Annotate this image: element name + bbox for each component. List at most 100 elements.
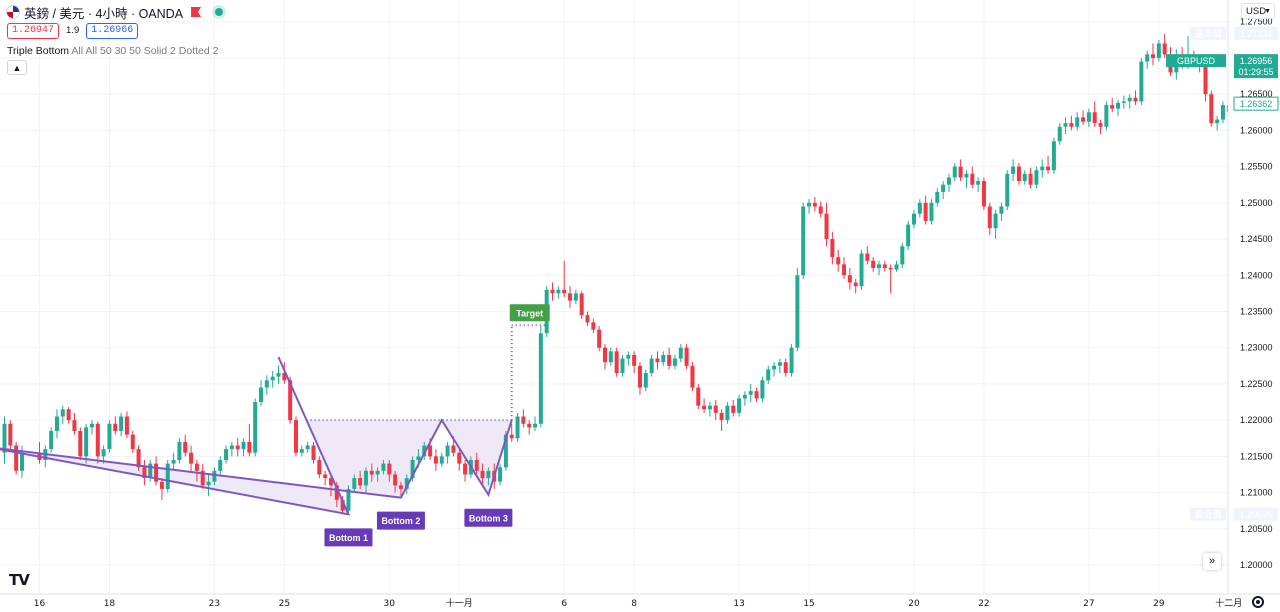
candle-body (224, 449, 229, 460)
candle-body (241, 441, 246, 450)
tradingview-logo-icon[interactable]: TV (9, 571, 30, 589)
prev-close-tag-value-box (1233, 96, 1279, 111)
candle-body (1005, 173, 1010, 207)
candle-body (72, 420, 77, 432)
candle-body (171, 459, 176, 464)
time-tick-label: 15 (803, 599, 814, 609)
candle-body (1121, 101, 1126, 103)
time-tick-label: 十一月 (446, 597, 473, 609)
candle-body (1046, 166, 1051, 171)
prev-close-tag[interactable]: 1.26362 (1233, 96, 1279, 111)
candle-body (14, 445, 19, 471)
pattern-zigzag (0, 356, 513, 516)
lowest-price-tag-label-box (1190, 507, 1226, 521)
lowest-price-tag[interactable]: 最低價 1.20695 (1190, 507, 1278, 521)
spread-value: 1.9 (66, 25, 80, 36)
price-tick-label: 1.23500 (1240, 306, 1273, 316)
candle-body (999, 206, 1004, 214)
time-axis[interactable]: 1618232530十一月68131520222729十二月5 (0, 593, 1280, 612)
candle-body (824, 213, 829, 240)
price-tick-label: 1.25000 (1240, 198, 1273, 208)
candle-body (917, 202, 922, 214)
candle-body (124, 416, 129, 435)
candle-body (678, 347, 683, 359)
time-tick-label: 18 (104, 599, 116, 609)
candle-body (608, 351, 613, 363)
candle-body (474, 459, 479, 471)
candle-body (882, 264, 887, 269)
candle-body (690, 365, 695, 388)
bottom-label-box (376, 511, 425, 530)
candle-body (54, 416, 59, 432)
candle-body (538, 333, 543, 424)
candle-body (294, 420, 298, 453)
candle-body (713, 405, 718, 413)
time-tick-label: 20 (908, 599, 920, 609)
candle-body (847, 275, 852, 283)
symbol-header[interactable]: 英鎊 / 美元 · 4小時 · OANDA (6, 4, 224, 21)
candle-body (159, 481, 164, 489)
candle-body (480, 470, 485, 479)
candle-body (742, 394, 747, 399)
candle-body (1162, 43, 1167, 55)
target-label: Target (509, 304, 550, 322)
candle-body (643, 373, 648, 388)
prev-close-tag-value-text: 1.26362 (1240, 99, 1273, 109)
candle-body (404, 478, 409, 489)
candle-body (614, 351, 619, 374)
currency-select[interactable]: USD ▼ (1241, 3, 1275, 19)
candle-body (853, 282, 858, 287)
candle-body (655, 358, 660, 363)
price-axis[interactable]: 1.20000 1.20500 1.21000 1.21500 1.22000 1.225… (1166, 0, 1280, 594)
candle-body (877, 264, 881, 269)
candle-body (533, 423, 538, 428)
indicator-legend[interactable]: Triple Bottom All All 50 30 50 Solid 2 D… (7, 45, 219, 57)
candle-body (218, 459, 223, 471)
candle-body (142, 467, 147, 479)
price-tick-label: 1.21000 (1240, 488, 1273, 498)
last-price-tag-value-text: 1.26956 (1240, 56, 1273, 66)
candle-body (49, 431, 54, 450)
symbol-title[interactable]: 英鎊 / 美元 · 4小時 · OANDA (24, 6, 184, 21)
red-flag-icon[interactable] (191, 7, 202, 17)
candle-body (387, 463, 392, 475)
highest-price-tag-label-text: 最高價 (1194, 28, 1221, 39)
candle-body (463, 463, 468, 475)
candle-body (672, 358, 677, 366)
buy-button[interactable]: 1.26966 (86, 22, 139, 39)
candle-body (398, 485, 403, 489)
candle-body (363, 470, 368, 486)
candle-body (101, 449, 106, 457)
candle-body (562, 289, 567, 294)
candle-body (737, 398, 742, 413)
candle-body (661, 354, 666, 363)
candle-body (964, 173, 969, 178)
candle-body (987, 206, 992, 229)
candle-body (95, 423, 100, 457)
gear-icon[interactable] (1252, 596, 1264, 608)
last-price-tag-label-box (1166, 54, 1226, 68)
candle-body (206, 481, 211, 486)
indicator-name[interactable]: Triple Bottom (7, 45, 70, 57)
candle-body (317, 459, 322, 475)
last-price-tag-label-text: GBPUSD (1177, 56, 1216, 66)
quote-panel: 1.26947 1.9 1.26966 (7, 22, 139, 39)
candle-body (702, 405, 707, 410)
candle-body (842, 264, 847, 276)
candle-body (1116, 102, 1121, 109)
bottom-label-2: Bottom 2 (376, 511, 425, 530)
candle-body (818, 206, 823, 214)
candle-body (486, 470, 491, 479)
candle-body (1215, 119, 1220, 124)
bottom-label-text: Bottom 3 (469, 513, 508, 523)
highest-price-tag[interactable]: 最高價 1.27334 (1190, 26, 1278, 40)
collapse-legend-button[interactable]: ▲ (7, 60, 27, 75)
price-tick-label: 1.24500 (1240, 234, 1273, 244)
candle-body (865, 253, 870, 261)
candle-body (1092, 112, 1097, 124)
scroll-to-realtime-button[interactable]: » (1203, 553, 1221, 570)
time-axis-bg (0, 594, 1280, 612)
sell-button[interactable]: 1.26947 (7, 22, 60, 39)
